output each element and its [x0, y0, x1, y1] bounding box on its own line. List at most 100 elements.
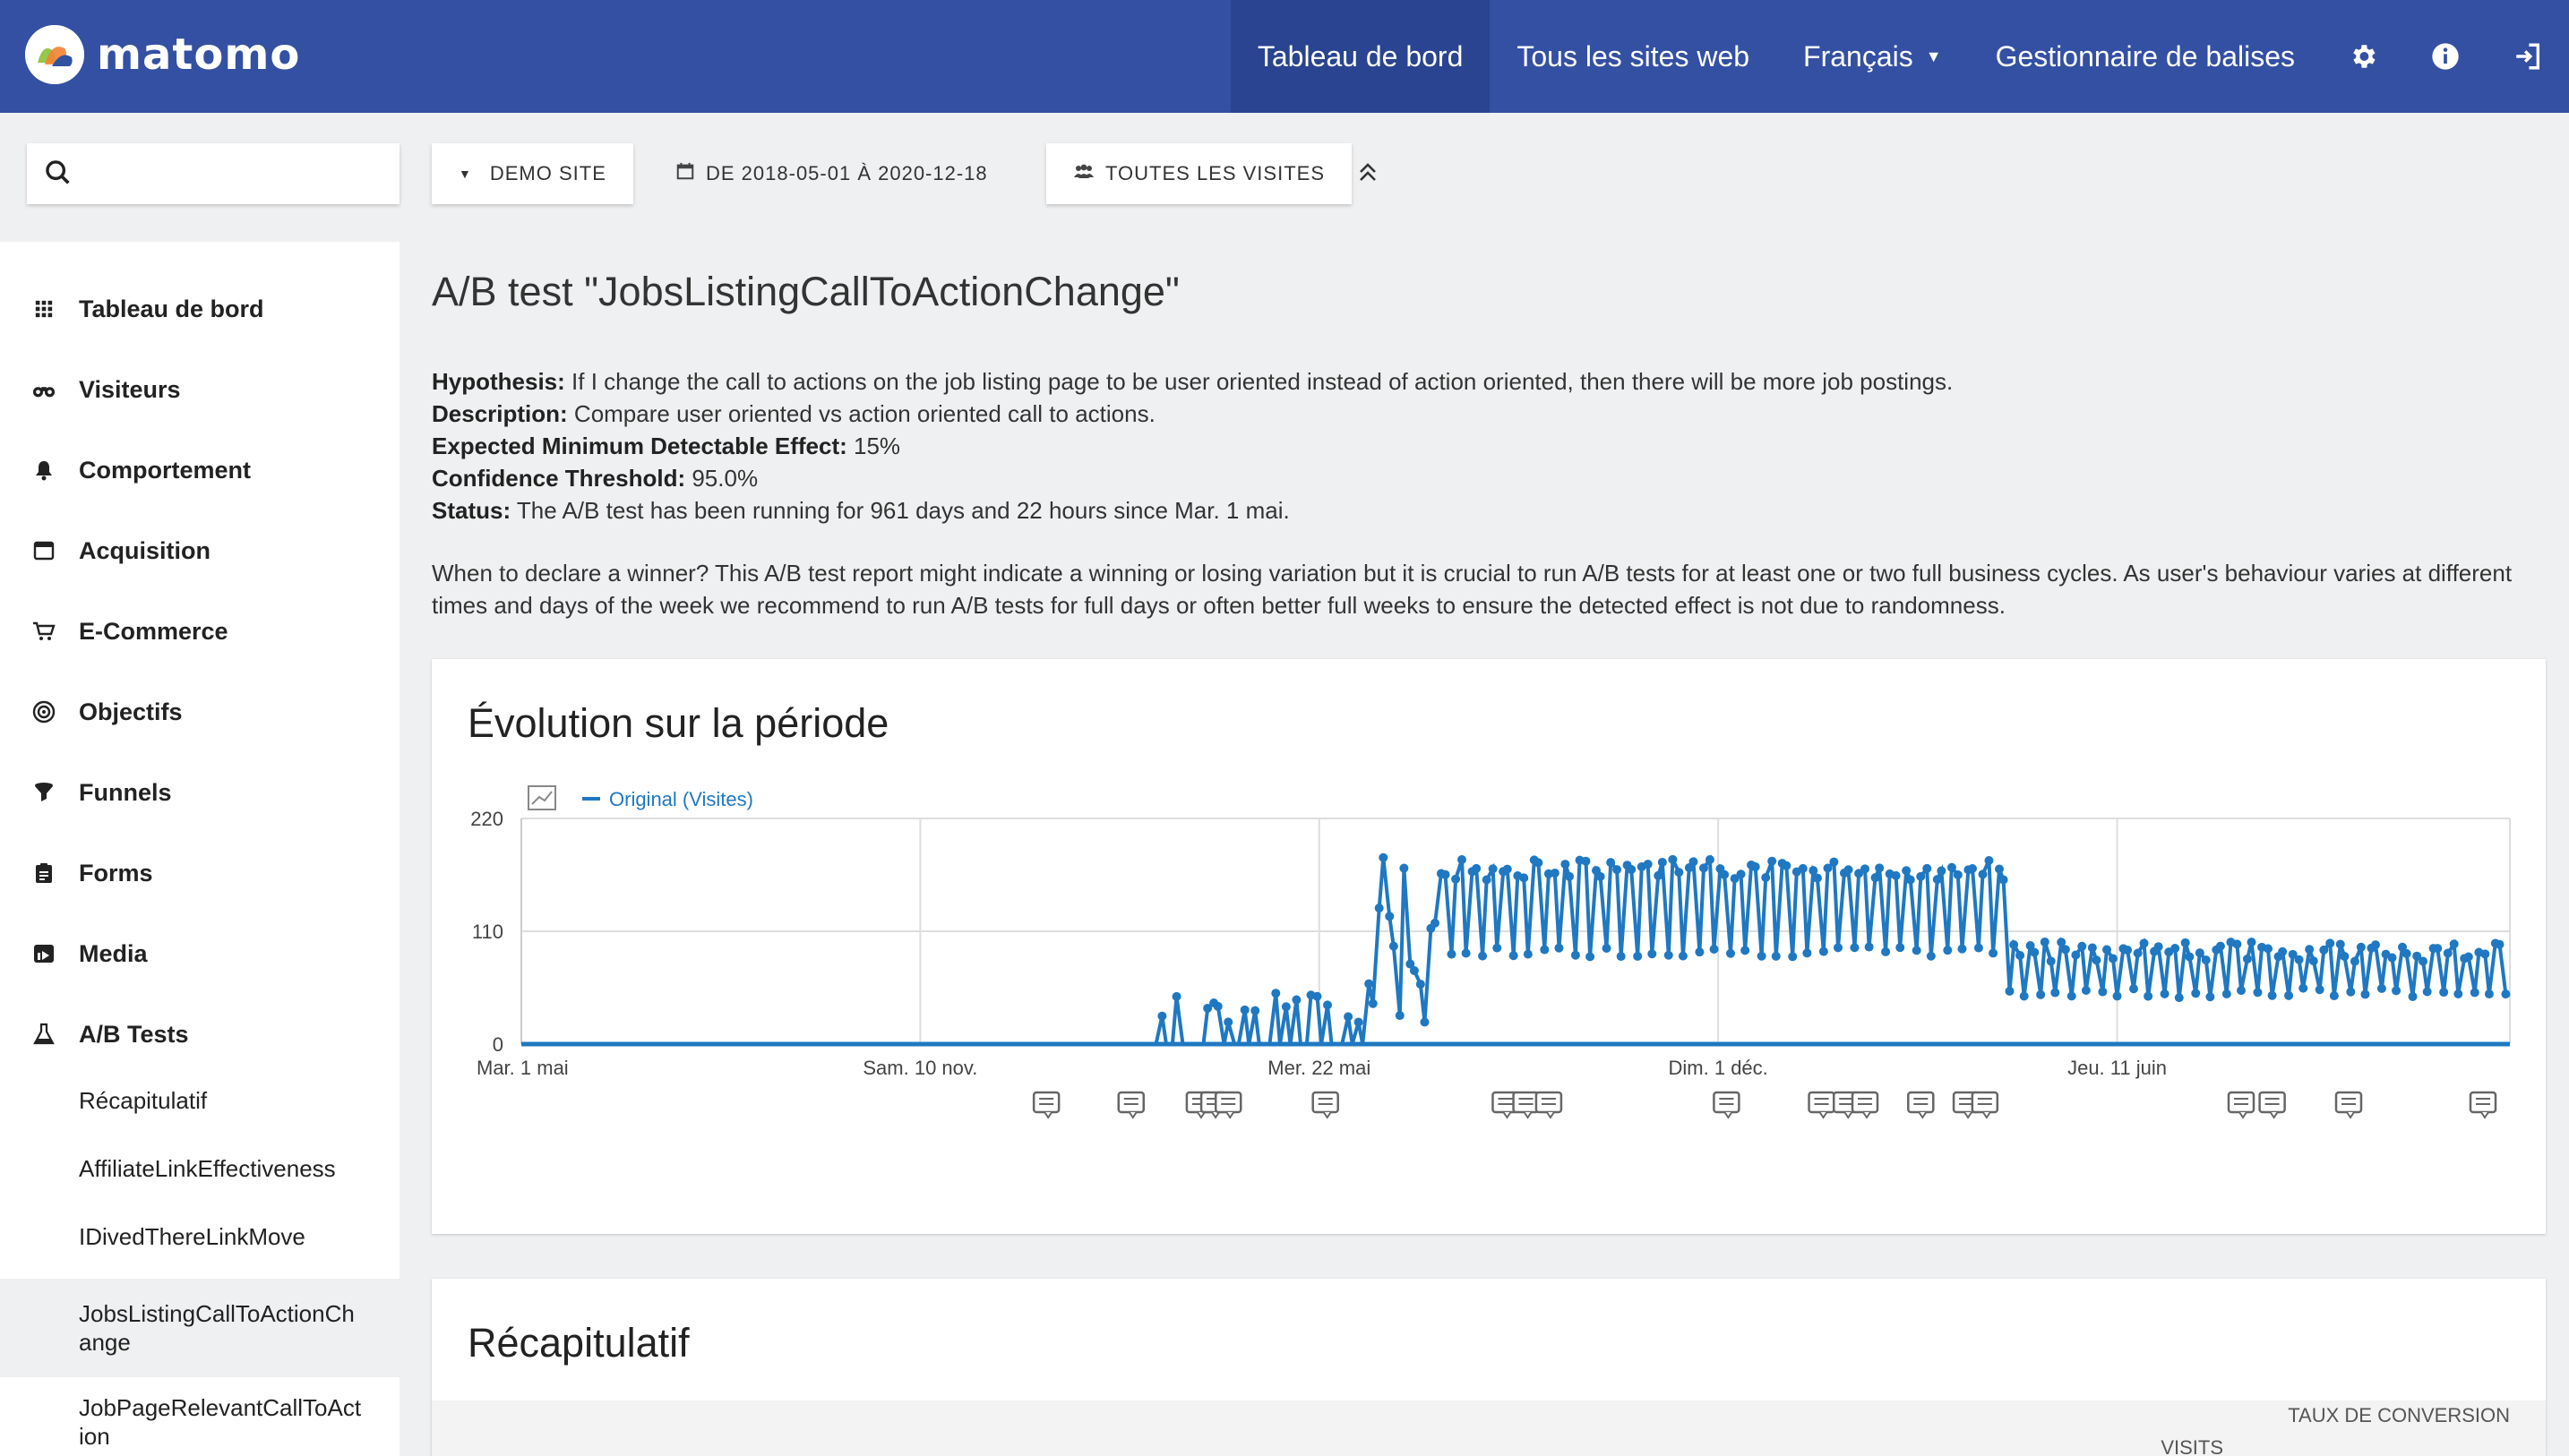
data-point[interactable]: [1447, 949, 1456, 959]
data-point[interactable]: [1654, 870, 1663, 880]
data-point[interactable]: [2398, 942, 2407, 952]
data-point[interactable]: [2191, 989, 2201, 998]
series-line-original[interactable]: [521, 854, 2508, 1046]
data-point[interactable]: [1809, 866, 1818, 876]
data-point[interactable]: [2237, 986, 2246, 996]
date-selector[interactable]: DE 2018-05-01 À 2020-12-18: [675, 143, 988, 204]
data-point[interactable]: [1395, 1011, 1405, 1021]
sidebar-item-e-commerce[interactable]: E-Commerce: [0, 591, 400, 672]
data-point[interactable]: [1508, 951, 1518, 961]
matomo-logo[interactable]: matomo: [25, 25, 300, 84]
data-point[interactable]: [2253, 988, 2263, 998]
data-point[interactable]: [1312, 991, 1322, 1001]
data-point[interactable]: [2340, 952, 2350, 962]
data-point[interactable]: [2139, 938, 2149, 948]
data-point[interactable]: [1668, 854, 1678, 864]
data-point[interactable]: [1478, 951, 1488, 961]
data-point[interactable]: [2439, 988, 2449, 998]
data-point[interactable]: [2278, 946, 2288, 956]
data-point[interactable]: [1984, 856, 1994, 866]
data-point[interactable]: [1157, 1011, 1167, 1021]
data-point[interactable]: [1364, 979, 1374, 989]
sidebar-item-visiteurs[interactable]: Visiteurs: [0, 349, 400, 430]
data-point[interactable]: [2180, 938, 2190, 947]
data-point[interactable]: [1740, 946, 1750, 955]
sidebar-subitem-affiliatelinkeffectiveness[interactable]: AffiliateLinkEffectiveness: [0, 1137, 400, 1200]
data-point[interactable]: [2005, 986, 2015, 996]
chart-type-icon[interactable]: [528, 785, 556, 810]
data-point[interactable]: [2205, 992, 2215, 1002]
data-point[interactable]: [2215, 941, 2225, 951]
data-point[interactable]: [1663, 950, 1673, 960]
data-point[interactable]: [1705, 855, 1714, 865]
data-point[interactable]: [1895, 943, 1905, 953]
data-point[interactable]: [1554, 943, 1564, 953]
annotation-icon[interactable]: [1032, 1091, 1061, 1119]
annotation-icon[interactable]: [2334, 1091, 2363, 1119]
sidebar-item-media[interactable]: Media: [0, 913, 400, 994]
annotation-icon[interactable]: [1491, 1091, 1519, 1119]
data-point[interactable]: [1420, 1017, 1430, 1027]
data-point[interactable]: [2123, 946, 2133, 955]
data-point[interactable]: [1523, 949, 1533, 959]
search-box[interactable]: [27, 143, 400, 204]
data-point[interactable]: [2050, 988, 2060, 998]
data-point[interactable]: [1678, 951, 1688, 961]
annotation-icon[interactable]: [1214, 1091, 1242, 1119]
data-point[interactable]: [1829, 857, 1839, 867]
data-point[interactable]: [1798, 863, 1808, 873]
data-point[interactable]: [2350, 956, 2359, 966]
annotation-icon[interactable]: [2227, 1091, 2255, 1119]
data-point[interactable]: [1916, 871, 1926, 881]
data-point[interactable]: [1627, 865, 1637, 875]
data-point[interactable]: [1616, 952, 1626, 962]
data-point[interactable]: [1912, 946, 1921, 955]
data-point[interactable]: [2102, 945, 2111, 955]
data-point[interactable]: [1843, 865, 1853, 875]
data-point[interactable]: [1891, 870, 1901, 880]
data-point[interactable]: [1585, 952, 1595, 962]
data-point[interactable]: [2170, 944, 2180, 954]
sidebar-item-comportement[interactable]: Comportement: [0, 430, 400, 510]
sidebar-subitem-jobslistingcalltoactionchange[interactable]: JobsListingCallToActionChange: [0, 1279, 400, 1377]
data-point[interactable]: [1519, 873, 1529, 883]
data-point[interactable]: [1431, 918, 1439, 928]
data-point[interactable]: [1602, 943, 1611, 953]
sidebar-item-acquisition[interactable]: Acquisition: [0, 510, 400, 591]
data-point[interactable]: [2392, 986, 2401, 996]
data-point[interactable]: [1213, 1001, 1223, 1011]
data-point[interactable]: [1323, 1000, 1332, 1010]
data-point[interactable]: [2144, 991, 2153, 1001]
data-point[interactable]: [1973, 943, 1983, 953]
data-point[interactable]: [2463, 952, 2473, 962]
data-point[interactable]: [1353, 1017, 1363, 1027]
collapse-up-icon[interactable]: [1358, 161, 1378, 189]
data-point[interactable]: [1250, 1006, 1260, 1015]
data-point[interactable]: [1720, 869, 1730, 879]
data-point[interactable]: [1224, 1017, 1233, 1027]
data-point[interactable]: [1860, 864, 1869, 874]
data-point[interactable]: [1560, 860, 1570, 869]
data-point[interactable]: [2025, 941, 2035, 951]
data-point[interactable]: [1998, 875, 2008, 885]
logout-icon[interactable]: [2487, 0, 2569, 113]
nav-language[interactable]: Français ▼: [1776, 0, 1969, 113]
data-point[interactable]: [2305, 945, 2315, 955]
data-point[interactable]: [1875, 863, 1885, 873]
data-point[interactable]: [1881, 946, 1891, 956]
data-point[interactable]: [1492, 943, 1502, 953]
data-point[interactable]: [1854, 869, 1864, 878]
annotation-icon[interactable]: [1713, 1091, 1740, 1119]
data-point[interactable]: [1240, 1005, 1250, 1015]
data-point[interactable]: [1565, 871, 1574, 881]
annotation-icon[interactable]: [1971, 1091, 1999, 1119]
data-point[interactable]: [2071, 950, 2081, 960]
data-point[interactable]: [1989, 948, 1998, 958]
data-point[interactable]: [2484, 989, 2494, 999]
data-point[interactable]: [1788, 952, 1798, 962]
annotation-icon[interactable]: [1311, 1091, 1339, 1119]
data-point[interactable]: [1726, 948, 1735, 958]
data-point[interactable]: [2264, 944, 2273, 954]
data-point[interactable]: [2329, 991, 2339, 1001]
nav-all-websites[interactable]: Tous les sites web: [1490, 0, 1776, 113]
